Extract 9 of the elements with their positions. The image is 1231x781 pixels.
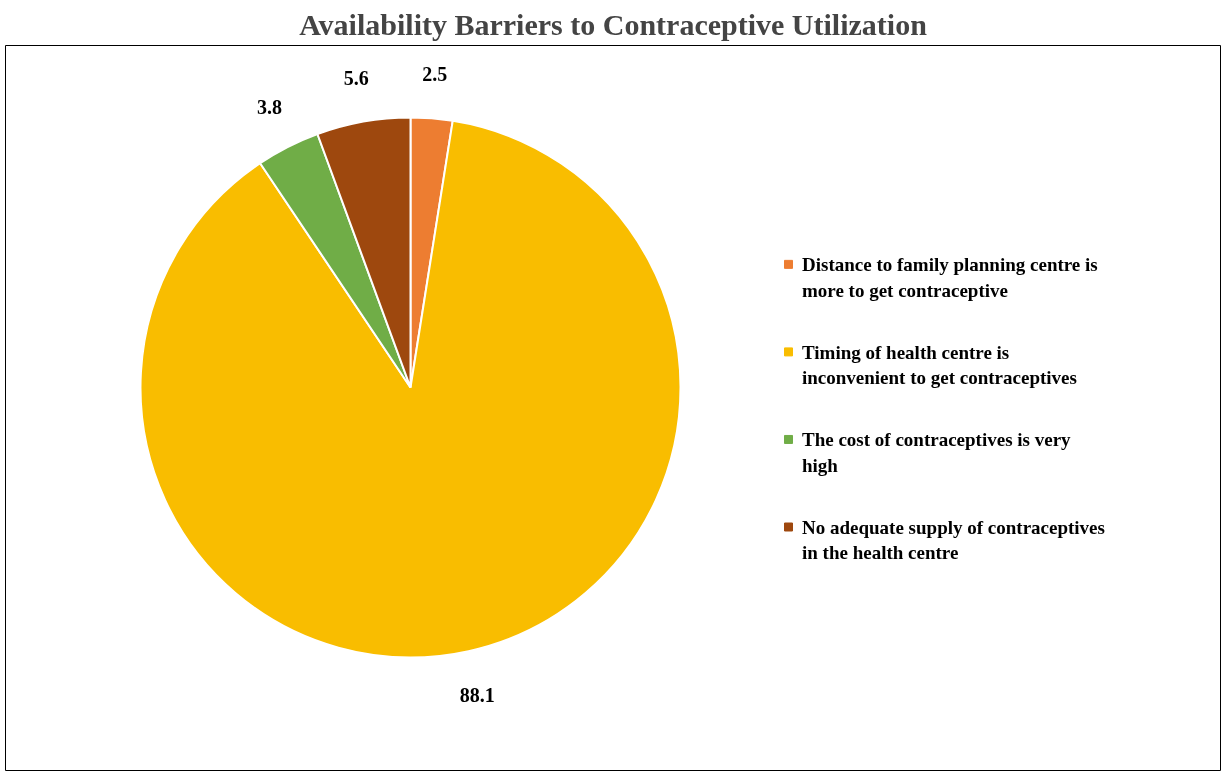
data-label: 88.1 xyxy=(459,683,495,706)
legend-label: Distance to family planning centre is more to get contraceptive xyxy=(802,254,1098,301)
legend-label: No adequate supply of contraceptives in the health centre xyxy=(802,517,1105,564)
data-label: 3.8 xyxy=(257,96,283,119)
data-label: 2.5 xyxy=(422,62,448,85)
legend-label: The cost of contraceptives is very high xyxy=(802,429,1072,476)
legend-label: Timing of health centre is inconvenient to get contraceptives xyxy=(802,341,1077,389)
data-label: 5.6 xyxy=(343,66,369,89)
chart-title: Availability Barriers to Contraceptive Utilization xyxy=(299,7,928,41)
